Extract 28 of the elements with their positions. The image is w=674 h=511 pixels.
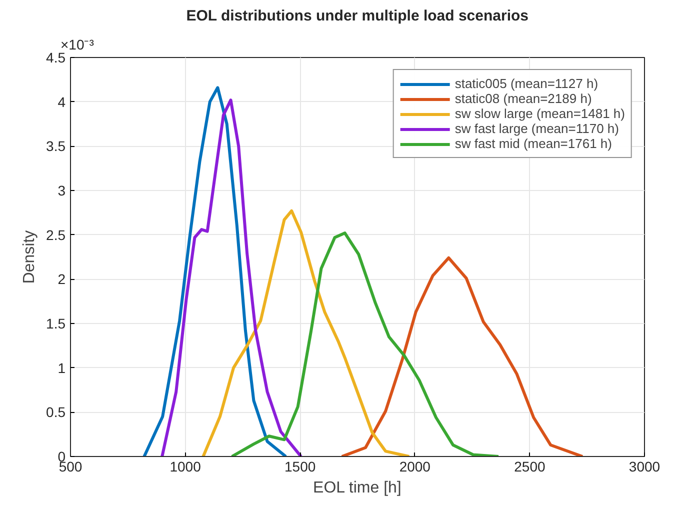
y-tick-label: 3 xyxy=(58,182,66,198)
x-tick-label: 2500 xyxy=(514,458,546,474)
y-tick-label: 4 xyxy=(58,94,66,110)
line-series xyxy=(142,86,288,456)
x-tick-label: 2000 xyxy=(399,458,431,474)
y-tick-label: 1 xyxy=(58,360,66,376)
legend-label: static08 (mean=2189 h) xyxy=(454,91,592,106)
line-series xyxy=(230,232,500,456)
text: ×10⁻³ xyxy=(60,36,94,52)
line-series xyxy=(340,256,584,456)
y-tick-label: 0.5 xyxy=(46,404,66,420)
y-tick-label: 4.5 xyxy=(46,50,66,66)
legend-label: sw fast large (mean=1170 h) xyxy=(454,121,619,136)
chart-title: EOL distributions under multiple load scenarios xyxy=(186,8,529,24)
x-tick-label: 1000 xyxy=(170,458,202,474)
x-axis-title: EOL time [h] xyxy=(313,480,402,496)
x-tick-label: 1500 xyxy=(284,458,316,474)
y-tick-label: 1.5 xyxy=(46,316,66,332)
y-tick-label: 2 xyxy=(58,271,66,288)
y-tick-label: 3.5 xyxy=(46,138,66,154)
legend-label: static005 (mean=1127 h) xyxy=(454,76,598,91)
legend-label: sw slow large (mean=1481 h) xyxy=(454,106,625,121)
line-series xyxy=(202,209,411,456)
x-tick-label: 3000 xyxy=(628,458,660,474)
y-tick-label: 2.5 xyxy=(46,226,66,243)
y-axis-title: Density xyxy=(21,230,38,284)
line-series xyxy=(160,98,303,456)
legend-label: sw fast mid (mean=1761 h) xyxy=(454,136,612,151)
